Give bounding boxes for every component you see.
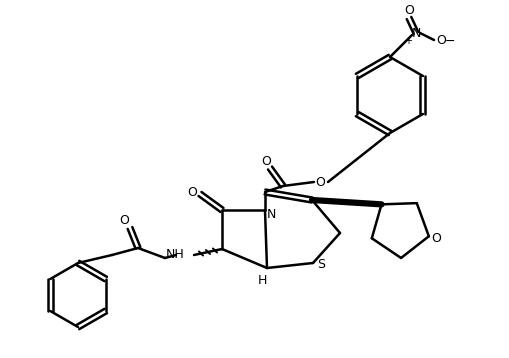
Text: S: S [317, 258, 324, 271]
Text: +: + [403, 36, 411, 46]
Text: N: N [266, 208, 275, 221]
Text: O: O [119, 213, 129, 227]
Text: −: − [444, 34, 455, 48]
Text: O: O [435, 34, 445, 47]
Text: O: O [187, 185, 196, 198]
Text: O: O [315, 175, 324, 189]
Text: O: O [403, 4, 413, 16]
Text: H: H [257, 274, 266, 286]
Text: N: N [410, 26, 420, 39]
Text: O: O [261, 155, 270, 168]
Text: NH: NH [166, 248, 185, 261]
Text: O: O [430, 232, 440, 245]
